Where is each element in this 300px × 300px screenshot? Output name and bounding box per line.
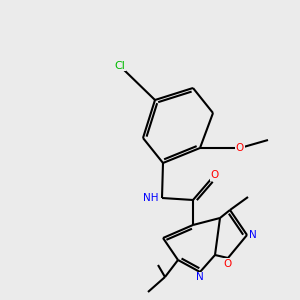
Text: O: O bbox=[224, 259, 232, 269]
Text: NH: NH bbox=[143, 193, 158, 203]
Text: Cl: Cl bbox=[114, 61, 125, 70]
Text: O: O bbox=[236, 143, 244, 153]
Text: O: O bbox=[211, 170, 219, 180]
Text: N: N bbox=[196, 272, 204, 282]
Text: N: N bbox=[249, 230, 257, 240]
